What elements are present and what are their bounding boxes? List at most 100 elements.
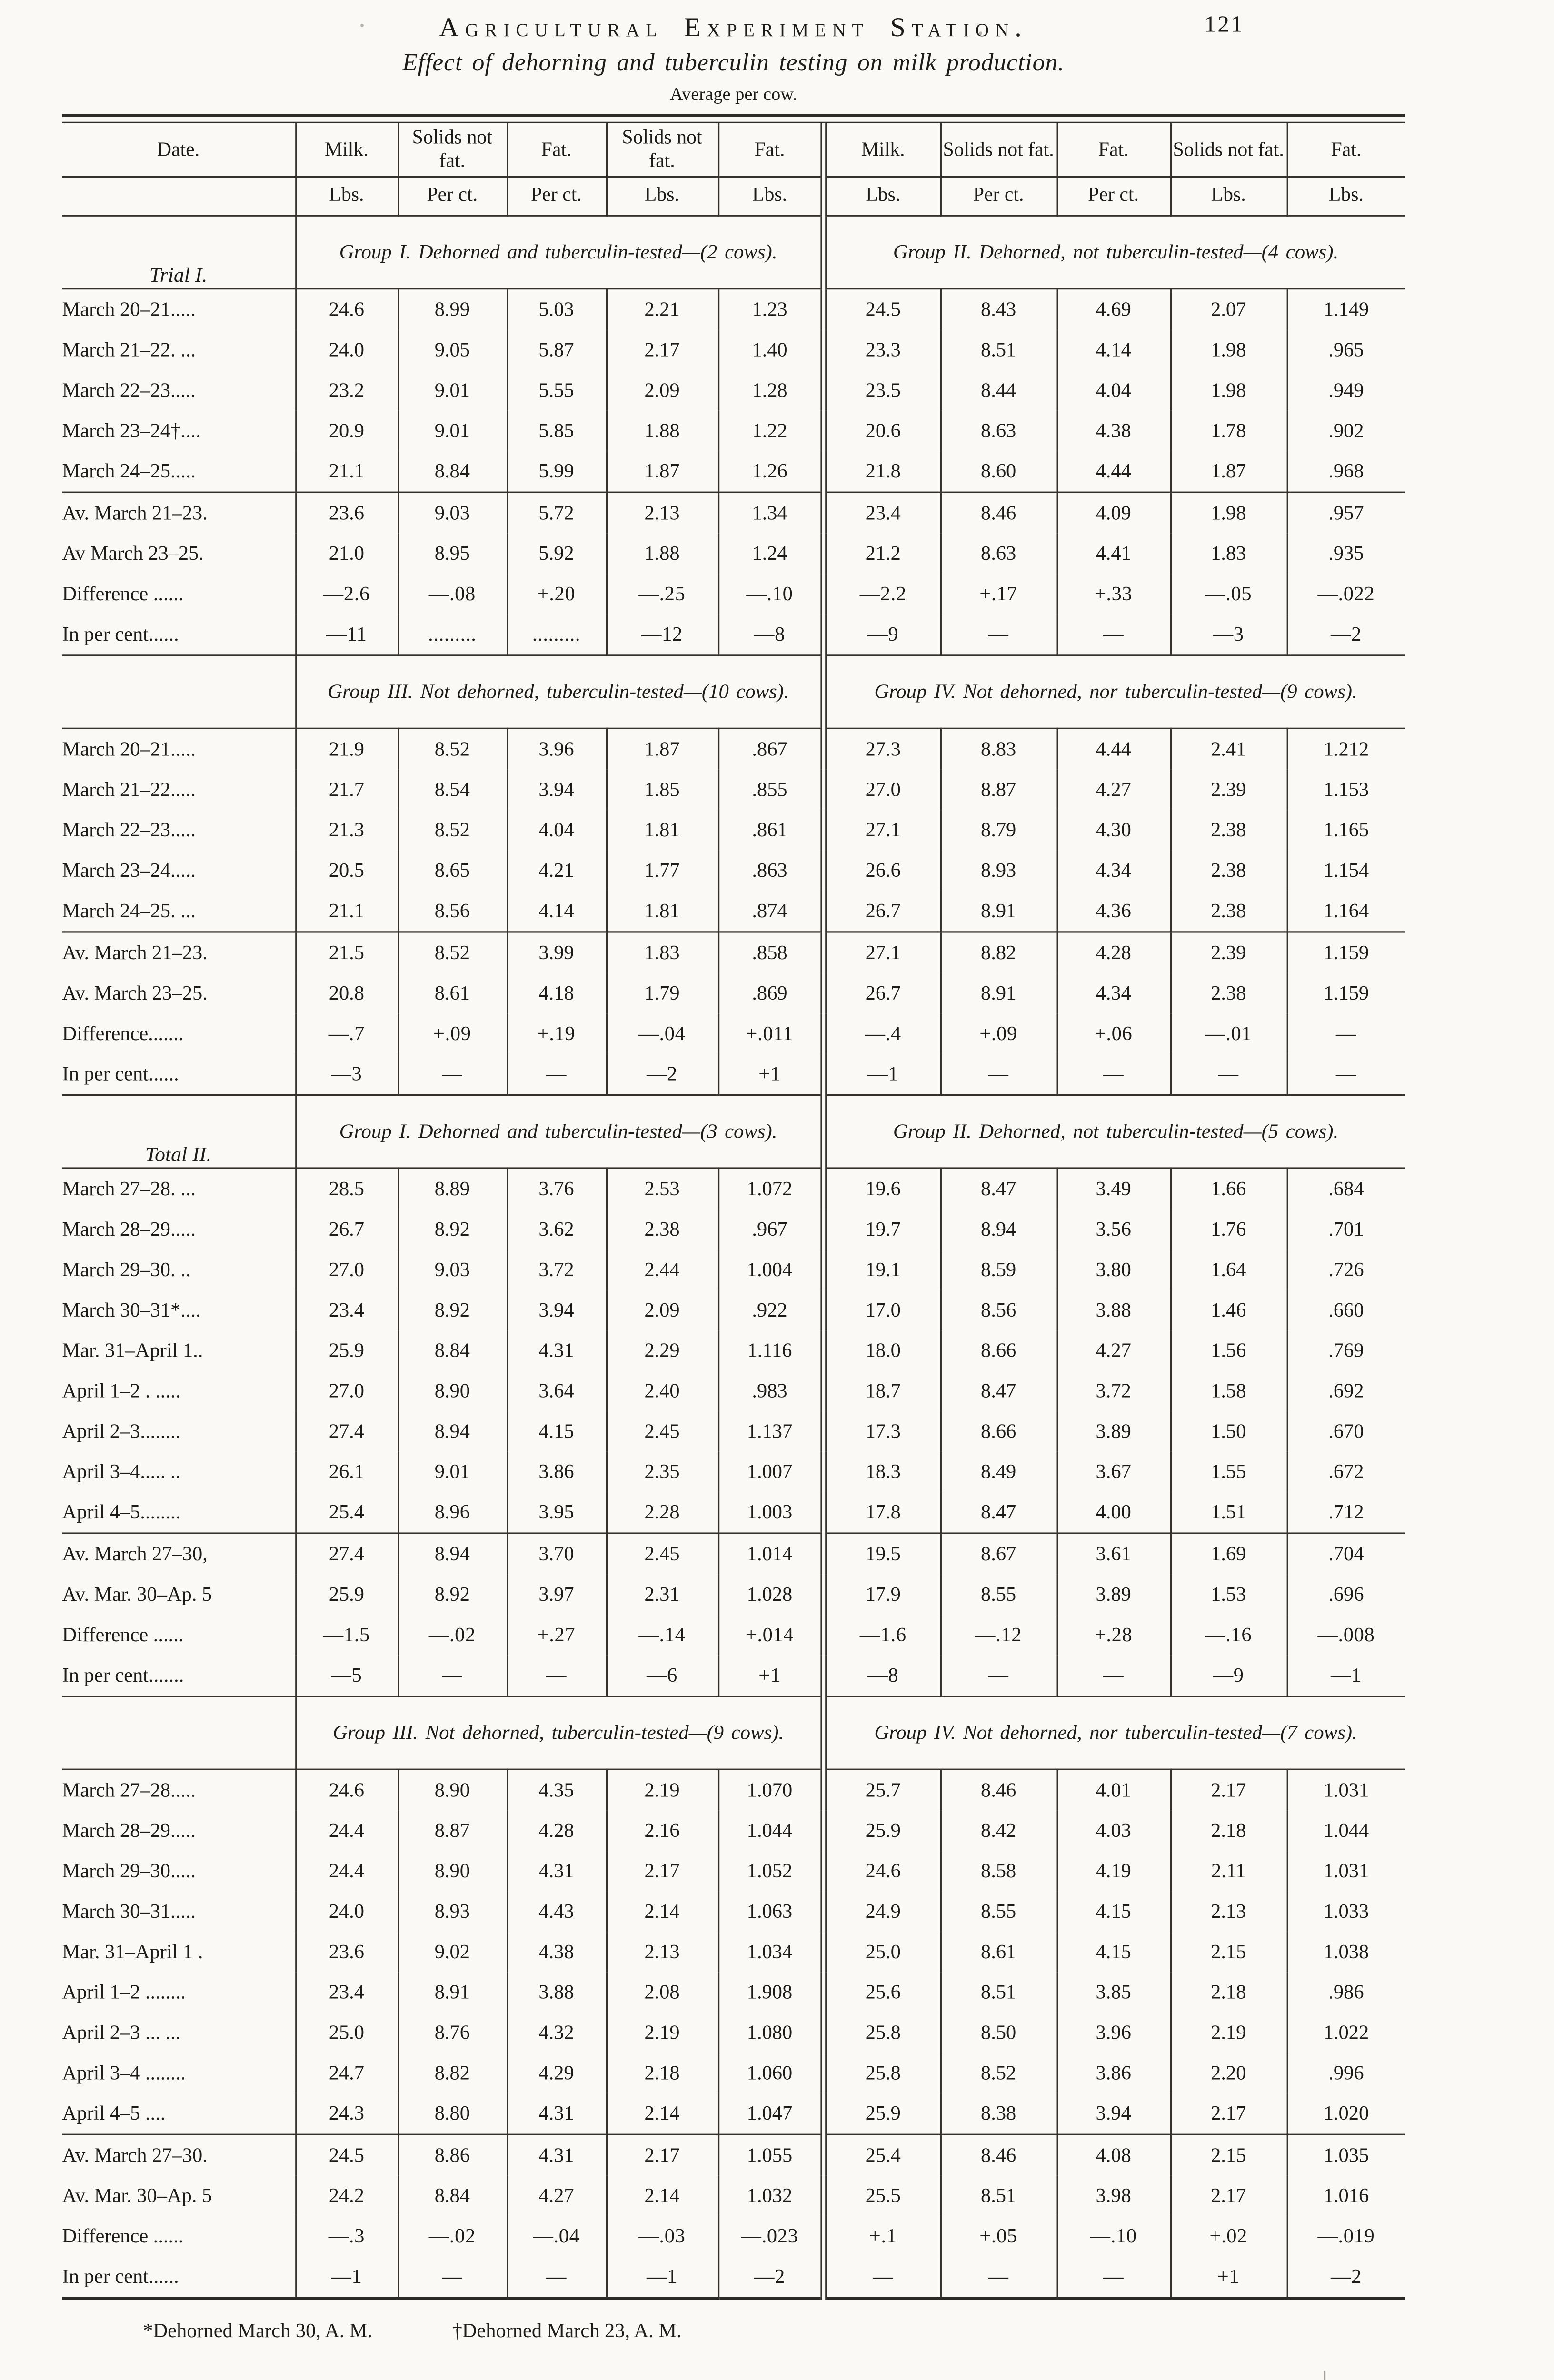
column-header: Solids not fat. (940, 123, 1058, 178)
date-cell: March 23–24†.... (62, 410, 296, 451)
summary-label: Difference ...... (62, 573, 296, 614)
value-cell: 8.66 (940, 1330, 1058, 1371)
summary-value: +.28 (1056, 1614, 1171, 1655)
date-cell: March 24–25. ... (62, 890, 296, 932)
value-cell: 24.6 (295, 1769, 399, 1811)
summary-value: 8.46 (940, 2134, 1058, 2176)
date-cell: March 30–31..... (62, 1891, 296, 1932)
summary-row: Av. March 21–23. 21.5 8.52 3.99 1.83.858 27.1… (62, 932, 1405, 973)
summary-value: 1.028 (717, 1574, 827, 1615)
value-cell: 21.7 (295, 769, 399, 810)
date-cell: March 20–21..... (62, 288, 296, 330)
summary-value: +.19 (507, 1013, 607, 1054)
value-cell: 26.7 (295, 1209, 399, 1250)
value-cell: 2.53 (606, 1168, 719, 1209)
value-cell: 2.08 (606, 1972, 719, 2013)
summary-value: 25.4 (823, 2134, 941, 2176)
table-row: March 29–30..... 24.4 8.90 4.31 2.17 1.052 24.… (62, 1850, 1405, 1891)
value-cell: 1.165 (1323, 817, 1369, 841)
value-cell: .965 (1328, 337, 1364, 361)
value-cell: 4.30 (1056, 810, 1171, 850)
value-cell: 2.40 (606, 1370, 719, 1411)
date-cell: April 2–3 ... ... (62, 2012, 296, 2053)
value-cell: 3.96 (1056, 2012, 1171, 2053)
summary-value: 23.4 (823, 492, 941, 534)
summary-value: 8.67 (940, 1533, 1058, 1574)
summary-value: — (1056, 1655, 1171, 1697)
value-cell: .867 (717, 728, 827, 770)
value-cell: 2.38 (1170, 810, 1288, 850)
column-header: Milk. (295, 123, 399, 178)
value-cell: 8.56 (940, 1289, 1058, 1330)
summary-value: +.014 (717, 1614, 827, 1655)
page-content: Effect of dehorning and tuberculin testi… (62, 50, 1405, 2343)
value-cell: 1.149 (1323, 297, 1369, 320)
group-header-row: Total II. Group I. Dehorned and tuberculi… (62, 1094, 1405, 1169)
value-cell: 1.50 (1170, 1411, 1288, 1452)
summary-value: —2 (717, 2256, 827, 2300)
value-cell: 8.94 (398, 1411, 508, 1452)
group-title-right: Group IV. Not dehorned, nor tuberculin-t… (823, 1696, 1405, 1770)
table-row: March 28–29..... 24.4 8.87 4.28 2.16 1.044 25.… (62, 1810, 1405, 1851)
value-cell: 27.3 (823, 728, 941, 770)
value-cell: 5.87 (507, 329, 607, 370)
value-cell: 2.20 (1170, 2053, 1288, 2093)
summary-label: Av. March 27–30, (62, 1533, 296, 1574)
summary-value: +.06 (1056, 1013, 1171, 1054)
value-cell: 2.44 (606, 1249, 719, 1290)
summary-value: —12 (606, 614, 719, 656)
summary-label: In per cent...... (62, 2256, 296, 2300)
page-header: Agricultural Experiment Station. 121 (62, 11, 1405, 42)
summary-value: 3.98 (1056, 2175, 1171, 2216)
summary-value: 4.41 (1056, 533, 1171, 574)
summary-value: —.01 (1170, 1013, 1288, 1054)
summary-value: —.008 (1317, 1622, 1375, 1646)
summary-value: 24.5 (295, 2134, 399, 2176)
value-cell: 4.27 (1056, 769, 1171, 810)
summary-value: 2.13 (606, 492, 719, 534)
summary-row: Difference ...... —1.5 —.02 +.27 —.14 +.014 —1… (62, 1614, 1405, 1655)
date-cell: March 28–29..... (62, 1209, 296, 1250)
value-cell: 3.64 (507, 1370, 607, 1411)
table-row: March 22–23..... 23.2 9.01 5.55 2.09 1.28 23.5… (62, 370, 1405, 411)
footnote: *Dehorned March 30, A. M. †Dehorned Marc… (143, 2318, 1405, 2343)
summary-value: 1.83 (1170, 533, 1288, 574)
value-cell: 25.7 (823, 1769, 941, 1811)
date-cell: April 3–4 ........ (62, 2053, 296, 2093)
summary-label: In per cent...... (62, 614, 296, 656)
summary-value: .696 (1328, 1582, 1364, 1606)
value-cell: 27.4 (295, 1411, 399, 1452)
summary-value: ......... (507, 614, 607, 656)
value-cell: 23.4 (295, 1972, 399, 2013)
value-cell: 3.49 (1056, 1168, 1171, 1209)
summary-value: —11 (295, 614, 399, 656)
value-cell: 2.35 (606, 1451, 719, 1492)
summary-value: 24.2 (295, 2175, 399, 2216)
value-cell: 4.00 (1056, 1491, 1171, 1534)
value-cell: 1.033 (1323, 1899, 1369, 1923)
column-unit: Per ct. (940, 176, 1058, 217)
summary-value: —8 (823, 1655, 941, 1697)
value-cell: 1.88 (606, 410, 719, 451)
value-cell: 2.11 (1170, 1850, 1288, 1891)
summary-value: 8.92 (398, 1574, 508, 1615)
value-cell: 4.15 (507, 1411, 607, 1452)
scan-artifact (360, 24, 363, 27)
value-cell: 19.7 (823, 1209, 941, 1250)
value-cell: 19.1 (823, 1249, 941, 1290)
summary-value: —3 (295, 1053, 399, 1096)
summary-value: .869 (717, 972, 827, 1013)
footnote-dehorned-march-30: *Dehorned March 30, A. M. (143, 2318, 373, 2342)
value-cell: 2.28 (606, 1491, 719, 1534)
column-header: Fat. (507, 123, 607, 178)
summary-value: 9.03 (398, 492, 508, 534)
page-number: 121 (1204, 13, 1244, 38)
table-row: April 1–2 . ..... 27.0 8.90 3.64 2.40.983 18.… (62, 1370, 1405, 1411)
column-unit: Lbs. (1170, 176, 1288, 217)
summary-value: — (398, 1053, 508, 1096)
value-cell: 8.76 (398, 2012, 508, 2053)
value-cell: 1.28 (717, 370, 827, 411)
column-unit: Lbs. (823, 176, 941, 217)
value-cell: 8.46 (940, 1769, 1058, 1811)
summary-value: 2.45 (606, 1533, 719, 1574)
